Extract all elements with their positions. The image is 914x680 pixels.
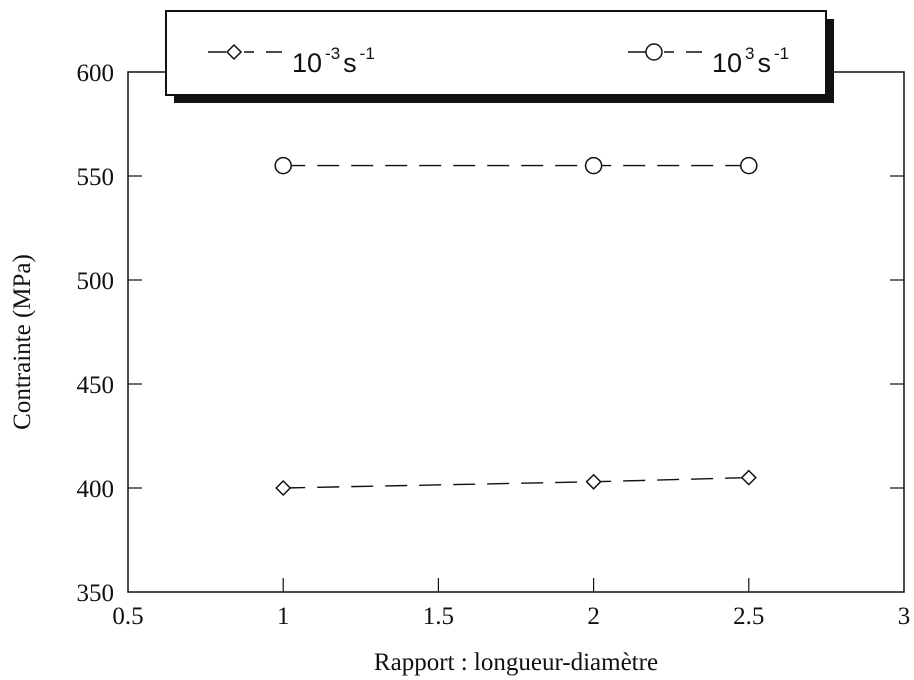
x-tick-label: 2.5 (733, 603, 764, 630)
y-axis-title: Contrainte (MPa) (9, 254, 36, 430)
data-point (742, 471, 756, 485)
y-tick-label: 600 (77, 60, 115, 87)
legend-label-part: s (343, 48, 357, 78)
legend-marker (646, 44, 662, 60)
series-diamond (276, 471, 756, 495)
legend-label-part: -1 (360, 44, 375, 63)
series-line (283, 478, 749, 488)
series-layer (275, 158, 757, 495)
series-circle (275, 158, 757, 174)
y-tick-label: 400 (77, 476, 115, 503)
y-tick-label: 350 (77, 580, 115, 607)
legend-label-part: 10 (712, 48, 742, 78)
legend-label-part: -1 (774, 44, 789, 63)
legend-label-part: -3 (325, 44, 340, 63)
legend: 10 -3 s -1 10 3 s -1 (166, 11, 834, 103)
y-tick-label: 500 (77, 268, 115, 295)
data-point (275, 158, 291, 174)
x-tick-label: 2 (587, 603, 600, 630)
axis-tick-labels: 0.5 1 1.5 2 2.5 3 350 400 450 500 550 600 (77, 60, 911, 630)
x-tick-label: 3 (898, 603, 911, 630)
legend-label-part: 10 (292, 48, 322, 78)
data-point (741, 158, 757, 174)
data-point (586, 158, 602, 174)
legend-label-part: 3 (745, 44, 754, 63)
plot-frame (128, 72, 904, 592)
y-tick-label: 550 (77, 164, 115, 191)
x-tick-label: 0.5 (112, 603, 143, 630)
axis-ticks (128, 72, 904, 592)
data-point (587, 475, 601, 489)
data-point (276, 481, 290, 495)
x-tick-label: 1.5 (423, 603, 454, 630)
x-tick-label: 1 (277, 603, 290, 630)
x-axis-title: Rapport : longueur-diamètre (374, 649, 658, 676)
y-tick-label: 450 (77, 372, 115, 399)
legend-label-part: s (758, 48, 772, 78)
